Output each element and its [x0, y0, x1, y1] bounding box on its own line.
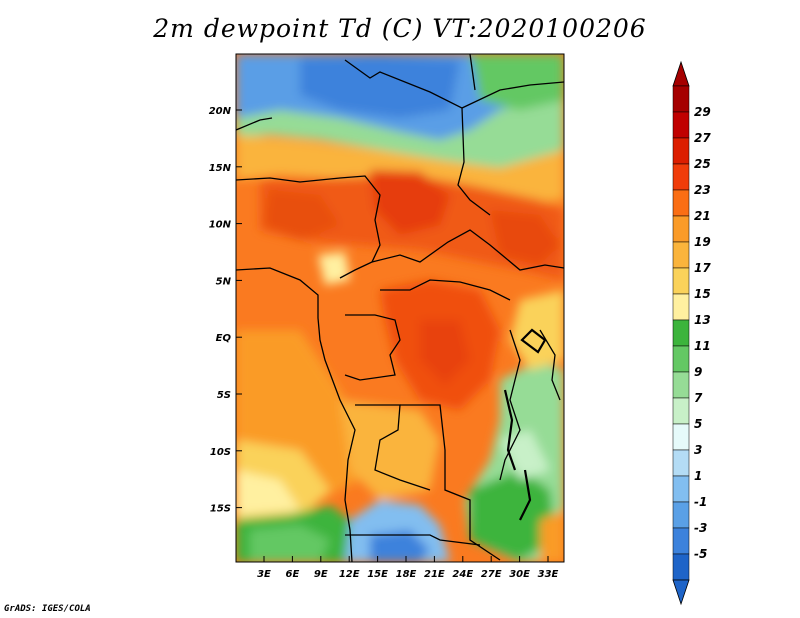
- colorbar-swatch: [672, 371, 690, 399]
- lon-tick-label: 15E: [367, 569, 388, 580]
- colorbar-label: 9: [694, 365, 702, 379]
- colorbar-swatch: [672, 397, 690, 425]
- grads-credit: GrADS: IGES/COLA: [4, 604, 91, 614]
- lat-tick-label: 5S: [217, 390, 231, 401]
- colorbar-swatch: [672, 241, 690, 269]
- lat-tick-label: 5N: [216, 276, 232, 287]
- colorbar-label: 21: [694, 209, 711, 223]
- colorbar-swatch: [672, 345, 690, 373]
- colorbar-swatch: [672, 293, 690, 321]
- colorbar-swatch: [672, 475, 690, 503]
- lake-outlines: [503, 328, 547, 521]
- colorbar-label: 7: [694, 391, 703, 405]
- map-frame: [235, 53, 565, 563]
- lon-tick-label: 6E: [286, 569, 300, 580]
- map-title: 2m dewpoint Td (C) VT:2020100206: [153, 14, 647, 43]
- lon-tick-label: 3E: [257, 569, 271, 580]
- lat-tick-label: 10S: [210, 447, 231, 458]
- lon-tick-label: 12E: [339, 569, 360, 580]
- colorbar-label: 3: [694, 443, 702, 457]
- colorbar-label: 23: [694, 183, 711, 197]
- colorbar-swatch: [672, 163, 690, 191]
- colorbar-swatch: [672, 111, 690, 139]
- latitude-axis: 20N 15N 10N 5N EQ 5S 10S 15S: [209, 106, 242, 515]
- colorbar-swatch: [672, 423, 690, 451]
- lon-tick-label: 9E: [314, 569, 328, 580]
- lat-tick-label: 15S: [210, 504, 231, 515]
- lon-tick-label: 27E: [481, 569, 502, 580]
- colorbar-swatch: [672, 189, 690, 217]
- colorbar-label: 15: [694, 287, 711, 301]
- colorbar-label: 19: [694, 235, 711, 249]
- colorbar-swatch: [672, 501, 690, 529]
- colorbar-swatch: [672, 319, 690, 347]
- lon-tick-label: 18E: [396, 569, 417, 580]
- colorbar-swatch: [672, 215, 690, 243]
- colorbar-label: 25: [694, 157, 711, 171]
- colorbar-label: -3: [694, 521, 707, 535]
- lat-tick-label: 20N: [209, 106, 232, 117]
- lat-tick-label: 15N: [209, 163, 232, 174]
- colorbar-max-arrow: [672, 60, 690, 87]
- dewpoint-field: [236, 54, 564, 562]
- lon-tick-label: 33E: [538, 569, 559, 580]
- colorbar-swatch: [672, 267, 690, 295]
- lon-tick-label: 30E: [509, 569, 530, 580]
- colorbar-swatch: [672, 137, 690, 165]
- colorbar-label: 27: [694, 131, 711, 145]
- colorbar-swatch: [672, 527, 690, 555]
- colorbar-label: 5: [694, 417, 702, 431]
- colorbar-label: 11: [694, 339, 711, 353]
- lon-tick-label: 21E: [424, 569, 445, 580]
- longitude-axis: 3E 6E 9E 12E 15E 18E 21E 24E 27E 30E 33E: [257, 556, 559, 580]
- lon-tick-label: 24E: [452, 569, 473, 580]
- colorbar-swatch: [672, 449, 690, 477]
- colorbar-swatch: [672, 553, 690, 581]
- colorbar-swatch: [672, 85, 690, 113]
- lat-tick-label: 10N: [209, 220, 232, 231]
- colorbar-label: 17: [694, 261, 711, 275]
- colorbar-label: 13: [694, 313, 711, 327]
- colorbar-label: -5: [694, 547, 707, 561]
- country-borders: [236, 54, 564, 562]
- colorbar-label: 1: [694, 469, 702, 483]
- colorbar: 29 27 25 23 21 19 17 15 13 11 9 7 5 3 1 -1 -3 -5: [672, 60, 711, 606]
- colorbar-min-arrow: [672, 579, 690, 606]
- colorbar-label: -1: [694, 495, 707, 509]
- colorbar-label: 29: [694, 105, 711, 119]
- lat-tick-label: EQ: [216, 333, 232, 344]
